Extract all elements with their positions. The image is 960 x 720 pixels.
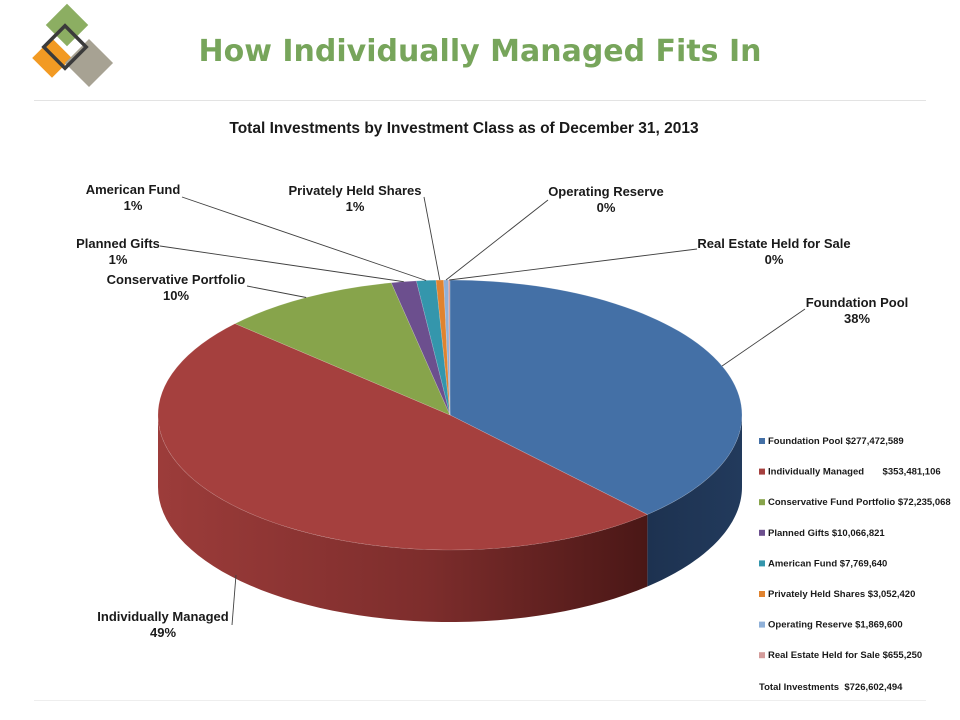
legend-total: Total Investments $726,602,494 [759,682,903,693]
logo-icon [32,3,114,88]
legend-entry-real-estate-held-for-sale: Real Estate Held for Sale $655,250 [768,650,922,661]
legend-swatch-american-fund [759,560,765,567]
callout-line-real-estate-held-for-sale [449,248,698,281]
legend-entry-conservative-fund-portfolio: Conservative Fund Portfolio $72,235,068 [768,497,951,508]
callout-line-individually-managed [231,574,237,626]
legend-swatch-foundation-pool [759,438,765,444]
callout-name-foundation-pool: Foundation Pool [806,295,909,310]
pie-slice-conservative-fund-portfolio [234,282,451,416]
callout-line-operating-reserve [445,199,549,281]
title-divider [34,100,926,101]
callout-name-operating-reserve: Operating Reserve [548,184,664,199]
chart-legend: Foundation Pool $277,472,589 Individually… [759,436,951,693]
pie-slice-operating-reserve [443,279,451,416]
legend-swatch-conservative-fund-portfolio [759,499,765,506]
callout-percent-operating-reserve: 0% [597,200,616,215]
callout-name-privately-held-shares: Privately Held Shares [289,183,422,198]
footer-divider [34,700,926,701]
pie-slice-american-fund [415,279,451,416]
chart-title: Total Investments by Investment Class as… [229,120,699,137]
callout-percent-individually-managed: 49% [150,625,176,640]
legend-swatch-individually-managed [759,468,765,475]
legend-entry-foundation-pool: Foundation Pool $277,472,589 [768,436,904,447]
callout-line-conservative-fund-portfolio [246,285,307,298]
legend-swatch-operating-reserve [759,621,765,628]
legend-entry-privately-held-shares: Privately Held Shares $3,052,420 [768,589,915,600]
callout-percent-conservative-fund-portfolio: 10% [163,288,189,303]
callout-percent-planned-gifts: 1% [109,252,128,267]
legend-swatch-real-estate-held-for-sale [759,652,765,659]
pie-wall-foundation-pool [647,415,742,587]
callout-name-real-estate-held-for-sale: Real Estate Held for Sale [697,236,850,251]
legend-entry-american-fund: American Fund $7,769,640 [768,558,887,569]
pie-slice-foundation-pool [449,279,743,515]
slide-title: How Individually Managed Fits In [198,34,762,69]
legend-swatch-privately-held-shares [759,591,765,597]
callout-percent-real-estate-held-for-sale: 0% [765,252,784,267]
callout-name-individually-managed: Individually Managed [97,609,229,624]
callout-line-american-fund [181,196,427,281]
legend-entry-individually-managed: Individually Managed $353,481,106 [768,467,941,478]
callout-name-conservative-fund-portfolio: Conservative Portfolio [107,272,246,287]
callout-line-foundation-pool [721,308,806,367]
callout-name-american-fund: American Fund [86,182,181,197]
callout-name-planned-gifts: Planned Gifts [76,236,160,251]
callout-percent-american-fund: 1% [124,198,143,213]
legend-swatch-planned-gifts [759,529,765,536]
legend-entry-operating-reserve: Operating Reserve $1,869,600 [768,620,903,631]
pie-slice-individually-managed [157,323,649,551]
pie-wall-individually-managed [158,415,648,622]
legend-entry-planned-gifts: Planned Gifts $10,066,821 [768,528,885,539]
callout-percent-privately-held-shares: 1% [346,199,365,214]
callout-line-planned-gifts [159,245,404,283]
callout-line-privately-held-shares [423,196,441,281]
callout-percent-foundation-pool: 38% [844,311,870,326]
